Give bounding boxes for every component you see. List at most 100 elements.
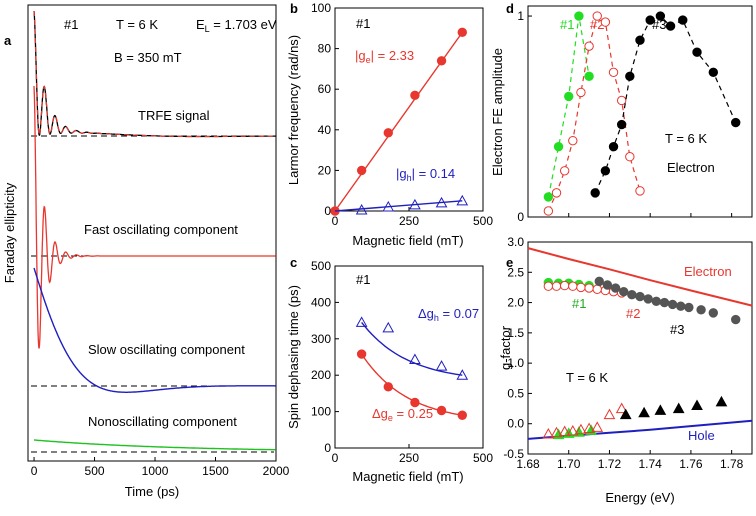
panel-e-xlabel: Energy (eV): [605, 490, 674, 505]
data-point: [678, 15, 688, 25]
y-tick-label: 300: [311, 332, 331, 346]
data-point: [574, 11, 584, 21]
x-tick-label: 1000: [142, 464, 169, 478]
x-tick-label: 500: [473, 214, 493, 228]
data-point: [542, 427, 555, 439]
data-point: [382, 200, 395, 212]
fit-line-1: [334, 200, 463, 212]
data-point: [635, 291, 645, 302]
y-tick-label: 60: [318, 82, 332, 96]
panel-b-sample: #1: [356, 16, 370, 31]
panel-b-ylabel: Larmor frequency (rad/ns): [286, 35, 301, 185]
data-point: [625, 71, 635, 82]
data-point: [610, 283, 621, 293]
panel-e-plot: 1.68 1.70 1.72 1.74 1.76 1.78 -0.5 0.0 0.5 1.0 1.5…: [503, 235, 753, 471]
data-point: [600, 17, 611, 27]
y-tick-label: 2.5: [507, 265, 524, 279]
panel-a-trace-label-3: Nonoscillating component: [88, 414, 237, 429]
connector-1: [547, 14, 641, 212]
panel-b-label-gh: |gh| = 0.14: [396, 166, 455, 183]
data-point: [608, 67, 619, 78]
data-point: [731, 117, 741, 128]
panel-a-frame: [27, 4, 277, 462]
panel-c-label-dge: Δge = 0.25: [372, 406, 433, 423]
panel-d-label-1: #1: [560, 17, 574, 32]
data-point: [584, 283, 594, 293]
data-point: [594, 276, 604, 287]
panel-d-letter: d: [506, 1, 514, 16]
data-point: [559, 280, 570, 291]
y-tick-label: 100: [311, 1, 331, 15]
data-point: [435, 196, 448, 208]
x-tick-label: 1500: [202, 464, 229, 478]
panel-e-frame: [527, 241, 753, 455]
data-point: [409, 198, 421, 210]
panel-e: e Electron Hole #1 #2 #3 T = 6 K g-facto…: [498, 235, 753, 505]
data-point: [575, 423, 587, 435]
data-point: [410, 90, 420, 100]
data-point: [355, 316, 368, 327]
data-point: [410, 397, 420, 408]
fast-component-line: [33, 85, 276, 349]
data-point: [355, 203, 368, 215]
data-point: [655, 11, 666, 21]
panel-c-label-dgh: Δgh = 0.07: [418, 306, 479, 323]
x-tick-label: 1.68: [516, 457, 540, 471]
data-point: [576, 282, 586, 293]
data-point: [667, 299, 678, 310]
data-point: [436, 56, 447, 66]
data-point: [619, 408, 632, 420]
data-point: [659, 297, 670, 308]
data-point: [627, 289, 637, 300]
panel-b: b #1 |ge| = 2.33 |gh| = 0.14 Larmor freq…: [286, 1, 493, 248]
x-tick-label: 2000: [263, 464, 290, 478]
y-tick-label: 80: [318, 42, 332, 56]
data-point: [696, 305, 706, 315]
slow-component-line: [33, 267, 276, 393]
data-point: [635, 186, 645, 196]
y-tick-label: 0: [324, 204, 331, 218]
data-point: [583, 422, 595, 434]
panel-e-temperature: T = 6 K: [566, 370, 608, 385]
x-tick-label: 1.70: [557, 457, 581, 471]
data-point: [592, 11, 602, 21]
data-point: [356, 165, 367, 176]
panel-d-label-3: #3: [652, 17, 666, 32]
trfe-fit-line: [33, 10, 276, 138]
data-point: [457, 27, 467, 38]
panel-a-trace-label-1: Fast oscillating component: [84, 222, 238, 237]
panel-c-sample: #1: [356, 272, 370, 287]
data-point: [436, 405, 447, 416]
data-point: [590, 188, 600, 198]
panel-a-temperature: T = 6 K: [116, 17, 158, 32]
data-point: [691, 399, 703, 411]
data-point: [615, 402, 628, 414]
panel-e-ylabel: g-factor: [498, 325, 513, 370]
data-point: [543, 192, 554, 202]
data-point: [551, 188, 562, 198]
data-point: [654, 404, 667, 415]
data-point: [625, 152, 635, 162]
data-point: [456, 369, 469, 380]
panel-c-ylabel: Spin dephasing time (ps): [286, 285, 301, 429]
data-point: [566, 424, 579, 436]
y-tick-label: 1.0: [507, 356, 524, 370]
data-point: [635, 35, 645, 45]
data-point: [665, 21, 676, 31]
panel-a-letter: a: [4, 33, 12, 48]
data-point: [645, 15, 655, 25]
data-point: [584, 71, 594, 82]
data-point: [409, 353, 421, 365]
data-point: [603, 408, 616, 420]
y-tick-label: 40: [318, 123, 332, 137]
data-point: [638, 406, 650, 418]
data-point: [651, 296, 661, 307]
y-tick-label: 20: [318, 163, 332, 177]
data-point: [382, 321, 395, 333]
panel-b-label-ge: |ge| = 2.33: [355, 48, 414, 65]
data-point: [356, 349, 367, 359]
panel-e-label-2: #2: [626, 306, 640, 321]
data-point: [708, 67, 719, 78]
data-point: [643, 294, 653, 304]
